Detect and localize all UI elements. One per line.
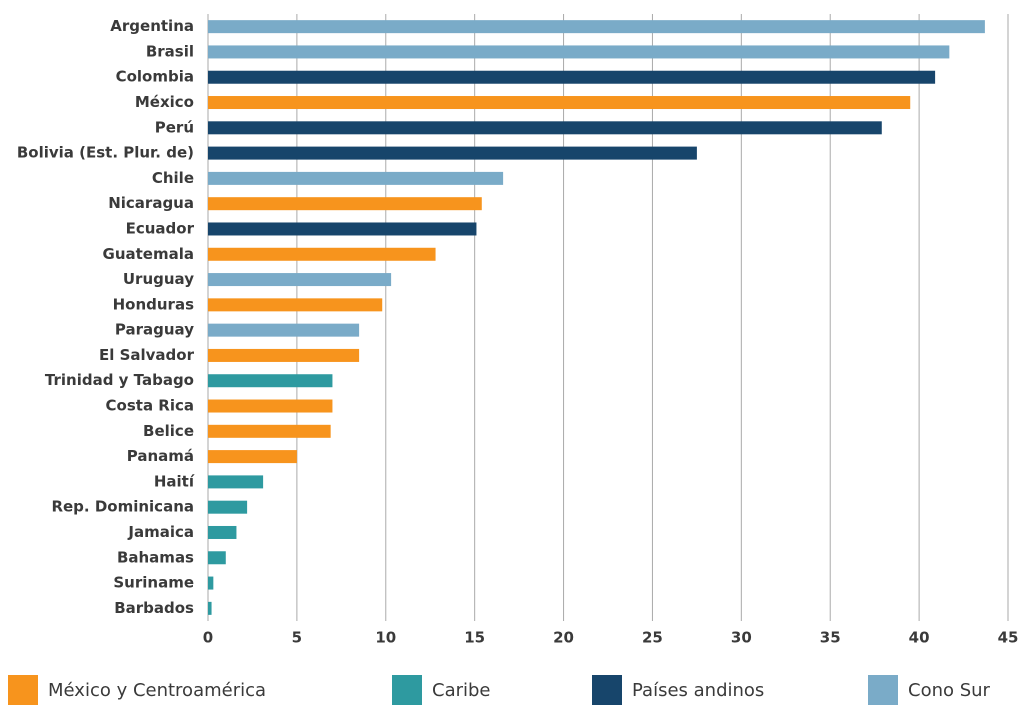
y-tick-label: Barbados — [114, 599, 194, 617]
bar — [208, 348, 360, 362]
y-tick-label: Belice — [143, 422, 194, 440]
y-tick-label: Uruguay — [123, 270, 194, 288]
y-tick-label: Panamá — [127, 447, 194, 465]
bar — [208, 450, 297, 464]
x-tick-label: 5 — [292, 629, 302, 647]
bar — [208, 323, 360, 337]
legend-swatch — [392, 675, 422, 705]
y-tick-label: Chile — [152, 169, 194, 187]
y-tick-label: Colombia — [116, 68, 194, 86]
y-tick-label: Bolivia (Est. Plur. de) — [17, 144, 194, 162]
y-tick-label: Perú — [155, 118, 194, 136]
x-tick-label: 35 — [820, 629, 841, 647]
x-tick-label: 40 — [909, 629, 930, 647]
y-tick-label: Paraguay — [115, 321, 194, 339]
legend-label: México y Centroamérica — [48, 680, 266, 701]
y-tick-label: Nicaragua — [108, 194, 194, 212]
bar — [208, 197, 482, 211]
bar — [208, 601, 212, 615]
bar — [208, 20, 985, 34]
bar — [208, 399, 333, 413]
y-tick-label: Haití — [154, 472, 195, 490]
x-tick-label: 0 — [203, 629, 213, 647]
bar — [208, 475, 264, 489]
bar — [208, 500, 248, 514]
x-tick-label: 25 — [642, 629, 663, 647]
bar — [208, 525, 237, 539]
x-tick-label: 45 — [998, 629, 1019, 647]
y-tick-label: Brasil — [146, 42, 194, 60]
y-tick-label: Ecuador — [126, 219, 195, 237]
x-tick-label: 30 — [731, 629, 752, 647]
legend-label: Caribe — [432, 680, 491, 701]
legend-swatch — [868, 675, 898, 705]
x-tick-label: 20 — [553, 629, 574, 647]
legend-label: Países andinos — [632, 680, 764, 701]
bar — [208, 247, 436, 261]
bar — [208, 424, 331, 438]
bar — [208, 273, 392, 287]
y-tick-label: Honduras — [113, 295, 194, 313]
bar — [208, 121, 882, 135]
bar — [208, 171, 504, 185]
bar — [208, 96, 911, 110]
y-tick-label: Trinidad y Tabago — [45, 371, 194, 389]
y-tick-label: Jamaica — [127, 523, 194, 541]
legend-swatch — [8, 675, 38, 705]
bar — [208, 222, 477, 236]
y-tick-label: Rep. Dominicana — [51, 498, 194, 516]
bar — [208, 551, 226, 565]
bar — [208, 45, 950, 59]
x-tick-label: 15 — [464, 629, 485, 647]
y-tick-label: Argentina — [110, 17, 194, 35]
y-tick-label: Costa Rica — [106, 397, 194, 415]
y-tick-label: Guatemala — [103, 245, 194, 263]
bar — [208, 146, 697, 160]
bar — [208, 576, 214, 590]
legend-label: Cono Sur — [908, 680, 991, 701]
legend-swatch — [592, 675, 622, 705]
y-tick-label: México — [135, 93, 194, 111]
bar — [208, 374, 333, 388]
y-tick-label: Bahamas — [117, 548, 194, 566]
bar — [208, 70, 936, 84]
y-tick-label: El Salvador — [99, 346, 195, 364]
bar — [208, 298, 383, 312]
y-tick-label: Suriname — [113, 574, 194, 592]
x-tick-label: 10 — [375, 629, 396, 647]
